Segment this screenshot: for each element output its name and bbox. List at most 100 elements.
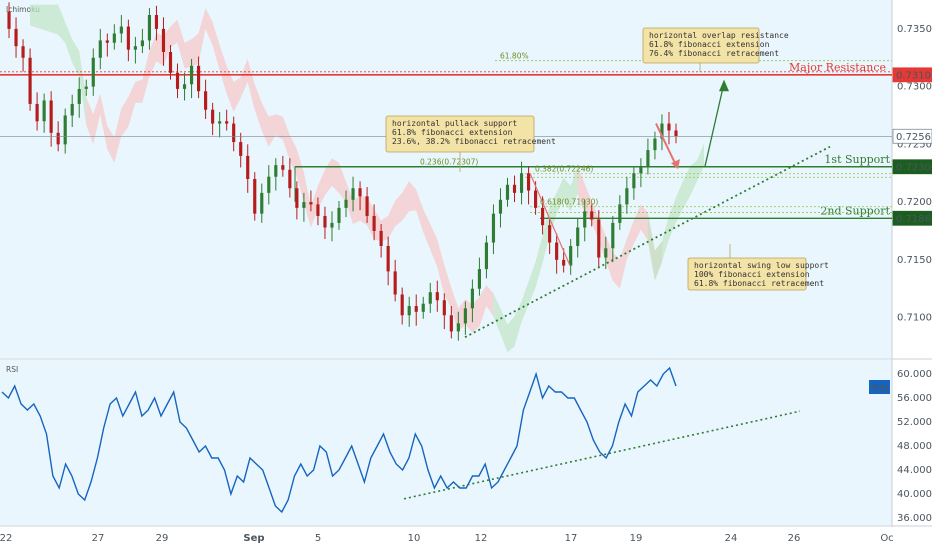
rsi-axis: 60.0000 56.0000 52.0000 48.0000 44.0000 40.00…: [869, 369, 932, 524]
rsi-badge: [869, 380, 890, 394]
candle-body: [56, 132, 60, 145]
candle-body: [302, 202, 306, 208]
annotation-text: 76.4% fibonacci retracement: [649, 49, 779, 58]
candlesticks: [0, 2, 892, 341]
price-badge-label: 0.73102: [896, 70, 932, 81]
fib-label: 0.618(0.71930): [540, 198, 598, 207]
annotation-box: [687, 257, 807, 291]
candle-body: [204, 91, 208, 110]
price-badge: [892, 67, 932, 83]
candle-body: [421, 303, 425, 312]
rsi-tick-label: 52.0000: [897, 417, 932, 428]
first-support-label: 1st Support: [824, 153, 890, 166]
candle-body: [140, 40, 144, 47]
candle-body: [562, 259, 566, 266]
candle-body: [225, 121, 229, 124]
candle-body: [84, 86, 88, 89]
candle-body: [7, 11, 11, 29]
rsi-pane-label: RSI: [6, 365, 18, 374]
candle-body: [653, 138, 657, 151]
candle-body: [597, 219, 601, 258]
time-tick-label: 17: [565, 533, 578, 544]
candle-body: [414, 306, 418, 312]
candle-body: [197, 65, 201, 92]
cloud-segment: [395, 181, 494, 333]
pullback-arrowhead: [671, 159, 680, 170]
candle-body: [456, 323, 460, 332]
retrace-arrow: [529, 172, 571, 266]
candle-body: [295, 188, 299, 208]
candle-body: [512, 184, 517, 193]
candle-body: [246, 155, 250, 179]
candle-body: [646, 150, 650, 168]
candle-body: [449, 315, 453, 332]
candle-body: [274, 165, 278, 177]
time-tick-label: 26: [788, 533, 801, 544]
rsi-tick-label: 40.0000: [897, 489, 932, 500]
annotation-text: 23.6%, 38.2% fibonacci retracement: [392, 137, 556, 146]
indicator-label: Ichimoku: [6, 5, 40, 14]
candle-body: [147, 15, 152, 41]
projection-arrowhead: [719, 79, 729, 92]
projection-arrow: [704, 83, 725, 167]
cloud-segment: [86, 8, 241, 163]
time-tick-label: 12: [475, 533, 488, 544]
candle-body: [91, 57, 95, 87]
rsi-tick-label: 60.0000: [897, 369, 932, 380]
candle-body: [667, 123, 671, 131]
candle-body: [211, 109, 215, 124]
candle-body: [63, 115, 67, 145]
candle-body: [660, 123, 664, 139]
rsi-tick-label: 48.0000: [897, 441, 932, 452]
candle-body: [442, 300, 446, 316]
candle-body: [218, 121, 222, 124]
fib-label: 0.236(0.72307): [420, 158, 478, 167]
candle-body: [189, 65, 194, 85]
candle-body: [182, 84, 187, 89]
cloud-segment: [577, 166, 662, 289]
candle-body: [569, 245, 573, 266]
candle-body: [400, 294, 404, 316]
annotation-text: horizontal pullack support: [392, 119, 517, 128]
second-support-label: 2nd Support: [820, 204, 890, 217]
annotation-text: horizontal swing low support: [694, 261, 829, 270]
time-tick-label: 19: [630, 533, 643, 544]
candle-body: [674, 130, 678, 137]
candle-body: [239, 142, 243, 156]
candle-body: [576, 227, 580, 246]
pullback-arrow: [655, 123, 677, 166]
candle-body: [463, 308, 467, 324]
rsi-series-line: [1, 366, 677, 514]
candle-body: [505, 184, 510, 200]
candle-body: [330, 222, 334, 228]
candle-body: [77, 88, 81, 104]
candle-body: [358, 188, 362, 197]
candle-body: [604, 248, 608, 258]
price-badge-label: 0.72567: [896, 132, 932, 143]
fib-label: 61.80%: [500, 52, 529, 61]
candle-body: [309, 202, 313, 205]
annotation-text: horizontal overlap resistance: [649, 31, 789, 40]
candle-body: [21, 46, 25, 58]
rsi-badge-label: RSI: [872, 383, 888, 394]
price-badge: [892, 159, 932, 175]
cloud-segment: [493, 166, 578, 353]
annotation-box: [385, 115, 535, 153]
candle-body: [35, 103, 39, 122]
annotation-text: 61.8% fibonacci retracement: [694, 279, 824, 288]
candle-body: [365, 196, 369, 216]
time-tick-label: 27: [92, 533, 105, 544]
candle-body: [281, 165, 285, 170]
candle-body: [42, 100, 46, 122]
time-tick-label: 5: [315, 533, 321, 544]
candle-body: [168, 51, 173, 73]
candle-body: [175, 72, 180, 89]
candle-body: [372, 215, 376, 231]
candle-body: [407, 306, 411, 316]
candle-body: [344, 199, 348, 208]
